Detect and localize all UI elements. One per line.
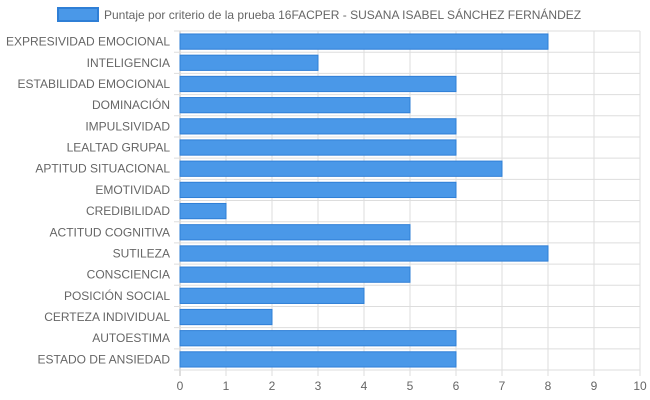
category-label: IMPULSIVIDAD — [85, 119, 170, 133]
category-label: CERTEZA INDIVIDUAL — [44, 310, 170, 324]
category-label: APTITUD SITUACIONAL — [35, 162, 170, 176]
bar[interactable] — [179, 202, 227, 220]
x-tick-label: 9 — [591, 379, 598, 393]
bar[interactable] — [179, 308, 273, 326]
bar[interactable] — [179, 351, 457, 368]
bar[interactable] — [179, 139, 457, 156]
bar[interactable] — [179, 118, 457, 135]
category-label: EMOTIVIDAD — [95, 183, 170, 197]
category-label: CONSCIENCIA — [87, 268, 170, 282]
category-labels: EXPRESIVIDAD EMOCIONAL INTELIGENCIA ESTABI… — [6, 35, 170, 367]
category-label: ESTABILIDAD EMOCIONAL — [18, 77, 171, 91]
x-tick-label: 6 — [453, 379, 460, 393]
x-tick-label: 4 — [361, 379, 368, 393]
category-label: POSICIÓN SOCIAL — [64, 288, 170, 303]
bar[interactable] — [179, 181, 457, 199]
category-label: AUTOESTIMA — [92, 331, 170, 345]
bar[interactable] — [179, 287, 365, 304]
category-label: ACTITUD COGNITIVA — [50, 225, 170, 239]
bar[interactable] — [179, 266, 411, 283]
legend[interactable]: Puntaje por criterio de la prueba 16FACP… — [57, 7, 581, 22]
category-label: DOMINACIÓN — [92, 97, 170, 112]
category-label: EXPRESIVIDAD EMOCIONAL — [6, 35, 170, 49]
legend-label[interactable]: Puntaje por criterio de la prueba 16FACP… — [104, 7, 581, 22]
x-tick-label: 2 — [269, 379, 276, 393]
bar[interactable] — [179, 54, 319, 71]
bar[interactable] — [179, 245, 549, 262]
x-tick-label: 10 — [633, 379, 647, 393]
x-tick-label: 7 — [499, 379, 506, 393]
bar[interactable] — [179, 33, 549, 50]
x-axis-ticks: 0 1 2 3 4 5 6 7 8 9 10 — [177, 379, 647, 393]
bar[interactable] — [179, 160, 503, 177]
legend-swatch[interactable] — [57, 7, 99, 22]
bar[interactable] — [179, 75, 457, 93]
x-tick-label: 0 — [177, 379, 184, 393]
category-label: LEALTAD GRUPAL — [67, 141, 171, 155]
x-tick-label: 1 — [223, 379, 230, 393]
category-label: CREDIBILIDAD — [86, 204, 170, 218]
x-tick-label: 8 — [545, 379, 552, 393]
bars — [179, 33, 549, 368]
x-tick-label: 5 — [407, 379, 414, 393]
bar[interactable] — [179, 330, 457, 347]
bar[interactable] — [179, 97, 411, 114]
x-tick-label: 3 — [315, 379, 322, 393]
bar[interactable] — [179, 224, 411, 241]
category-label: ESTADO DE ANSIEDAD — [38, 352, 171, 366]
category-label: INTELIGENCIA — [87, 56, 170, 70]
category-label: SUTILEZA — [113, 246, 170, 260]
